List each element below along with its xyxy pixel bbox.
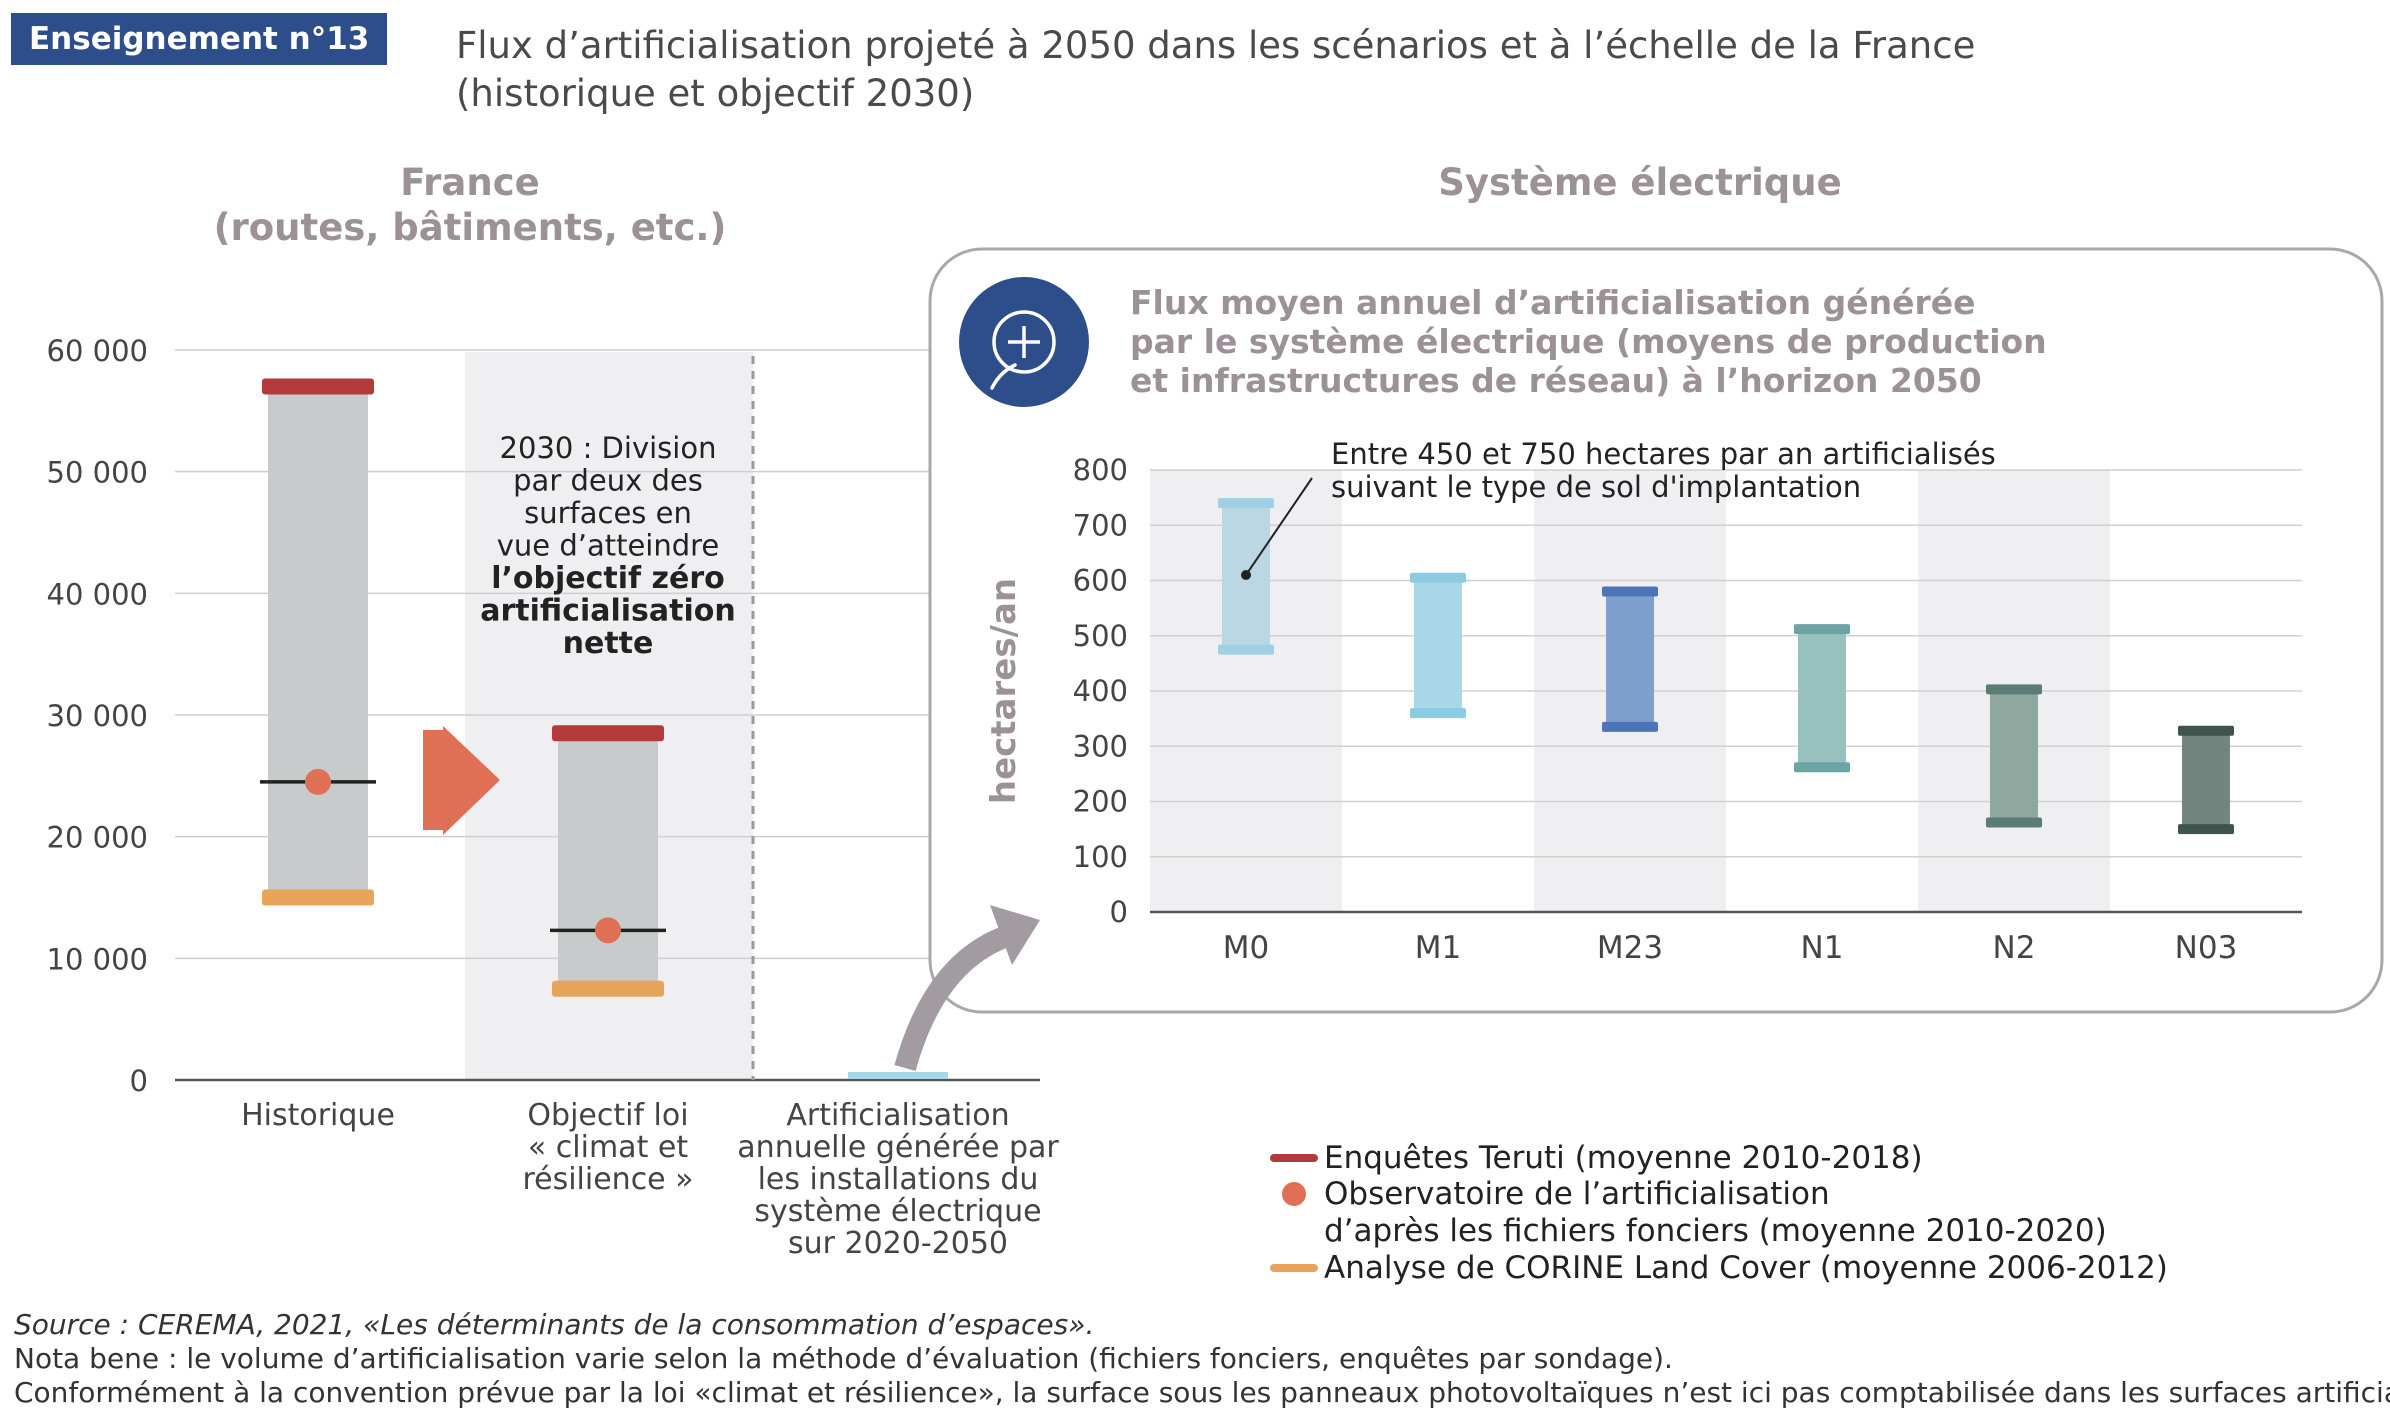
scenario-low-cap (1986, 817, 2042, 828)
electric-chart-title-line: Flux moyen annuel d’artificialisation gé… (1130, 283, 1976, 322)
electric-x-category-label: M1 (1415, 930, 1461, 966)
scenario-range-bar (1798, 629, 1846, 768)
main-title: Flux d’artificialisation projeté à 2050 … (456, 22, 1975, 118)
electric-y-tick-label: 0 (1110, 895, 1128, 929)
corine-marker (552, 980, 664, 997)
legend-corine-label: Analyse de CORINE Land Cover (moyenne 20… (1324, 1250, 2168, 1286)
electric-y-axis-label: hectares/an (984, 578, 1024, 804)
footer-nota: Nota bene : le volume d’artificialisatio… (14, 1342, 1673, 1375)
electric-range-bar (848, 1072, 948, 1079)
scenario-high-cap (1986, 684, 2042, 695)
france-x-category-label: les installations du (758, 1162, 1039, 1197)
legend-observatoire-label: Observatoire de l’artificialisation (1324, 1176, 1830, 1212)
electric-y-tick-label: 700 (1073, 508, 1128, 542)
france-x-category-label: sur 2020-2050 (788, 1226, 1008, 1261)
zoom-icon-handle (990, 363, 1017, 390)
scenario-low-cap (1218, 644, 1274, 655)
scenario-high-cap (1794, 624, 1850, 635)
scenario-high-cap (2178, 725, 2234, 736)
electric-chart-title-line: par le système électrique (moyens de pro… (1130, 322, 2047, 361)
observatoire-dot (305, 768, 331, 795)
main-title-line2: (historique et objectif 2030) (456, 72, 975, 115)
france-y-tick-label: 30 000 (47, 699, 148, 733)
objective-annotation-bold-line: l’objectif zéro (491, 561, 725, 596)
france-section-title: France (routes, bâtiments, etc.) (170, 160, 770, 250)
electric-y-tick-label: 400 (1073, 674, 1128, 708)
division-arrow (423, 726, 500, 835)
main-title-line1: Flux d’artificialisation projeté à 2050 … (456, 24, 1976, 67)
scenario-range-bar (2182, 730, 2230, 830)
france-range-bar (558, 733, 658, 989)
scenario-range-bar (1414, 577, 1462, 714)
france-y-tick-label: 50 000 (47, 456, 148, 490)
france-x-category-label: résilience » (522, 1162, 693, 1197)
scenario-range-bar (1990, 689, 2038, 823)
scenario-high-cap (1218, 498, 1274, 509)
france-y-tick-label: 20 000 (47, 821, 148, 855)
annotation-point (1241, 569, 1251, 580)
zoom-arrow-head (990, 905, 1040, 965)
scenario-low-cap (1410, 708, 1466, 719)
electric-x-category-label: N03 (2175, 930, 2238, 966)
electric-y-tick-label: 500 (1073, 619, 1128, 653)
teruti-marker (552, 725, 664, 742)
electric-y-tick-label: 100 (1073, 840, 1128, 874)
electric-y-tick-label: 600 (1073, 564, 1128, 598)
footer-source: Source : CEREMA, 2021, «Les déterminants… (14, 1308, 1095, 1341)
france-x-category-label: annuelle générée par (737, 1130, 1059, 1165)
electric-x-category-label: M23 (1597, 930, 1663, 966)
france-y-tick-label: 60 000 (47, 334, 148, 368)
legend-teruti-label: Enquêtes Teruti (moyenne 2010-2018) (1324, 1140, 1923, 1176)
electric-x-category-label: N2 (1993, 930, 2036, 966)
scenario-low-cap (1602, 721, 1658, 732)
electric-x-category-label: N1 (1801, 930, 1844, 966)
objective-annotation-line: par deux des (513, 464, 703, 498)
objective-annotation-line: surfaces en (524, 496, 692, 530)
observatoire-dot (595, 917, 621, 944)
corine-marker (262, 889, 374, 906)
zoom-icon (992, 310, 1056, 374)
objective-annotation-line: vue d’atteindre (497, 529, 720, 563)
annotation-leader (1245, 477, 1313, 576)
electric-section-title: Système électrique (1438, 161, 1842, 204)
scenario-high-cap (1602, 586, 1658, 597)
scenario-range-bar (1606, 591, 1654, 727)
france-y-tick-label: 10 000 (47, 942, 148, 976)
footer-convention: Conformément à la convention prévue par … (14, 1376, 2390, 1409)
france-x-category-label: « climat et (528, 1130, 688, 1165)
annotation-line2: suivant le type de sol d'implantation (1331, 470, 1861, 504)
legend-observatoire-label2: d’après les fichiers fonciers (moyenne 2… (1324, 1213, 2107, 1249)
legend-observatoire-swatch (1282, 1182, 1306, 1206)
france-y-tick-label: 40 000 (47, 577, 148, 611)
france-x-category-label: Objectif loi (527, 1098, 688, 1133)
france-x-category-label: Historique (241, 1098, 395, 1133)
france-x-category-label: Artificialisation (786, 1098, 1009, 1133)
scenario-low-cap (1794, 762, 1850, 773)
objective-annotation-bold-line: nette (563, 626, 654, 661)
france-title-line2: (routes, bâtiments, etc.) (213, 206, 727, 249)
scenario-low-cap (2178, 824, 2234, 835)
objective-annotation-line: 2030 : Division (500, 431, 717, 465)
france-y-tick-label: 0 (130, 1064, 148, 1098)
electric-chart-title-line: et infrastructures de réseau) à l’horizo… (1130, 361, 1982, 400)
objective-annotation-bold-line: artificialisation (480, 594, 735, 629)
electric-x-category-label: M0 (1223, 930, 1269, 966)
badge: Enseignement n°13 (11, 13, 388, 65)
electric-y-tick-label: 200 (1073, 785, 1128, 819)
electric-y-tick-label: 300 (1073, 729, 1128, 763)
france-x-category-label: système électrique (754, 1194, 1041, 1229)
france-range-bar (268, 386, 368, 898)
france-title-line1: France (400, 161, 540, 204)
scenario-high-cap (1410, 572, 1466, 583)
electric-y-tick-label: 800 (1073, 453, 1128, 487)
teruti-marker (262, 378, 374, 395)
annotation-line1: Entre 450 et 750 hectares par an artific… (1331, 437, 1996, 471)
zoom-arrow-body (894, 924, 1014, 1071)
